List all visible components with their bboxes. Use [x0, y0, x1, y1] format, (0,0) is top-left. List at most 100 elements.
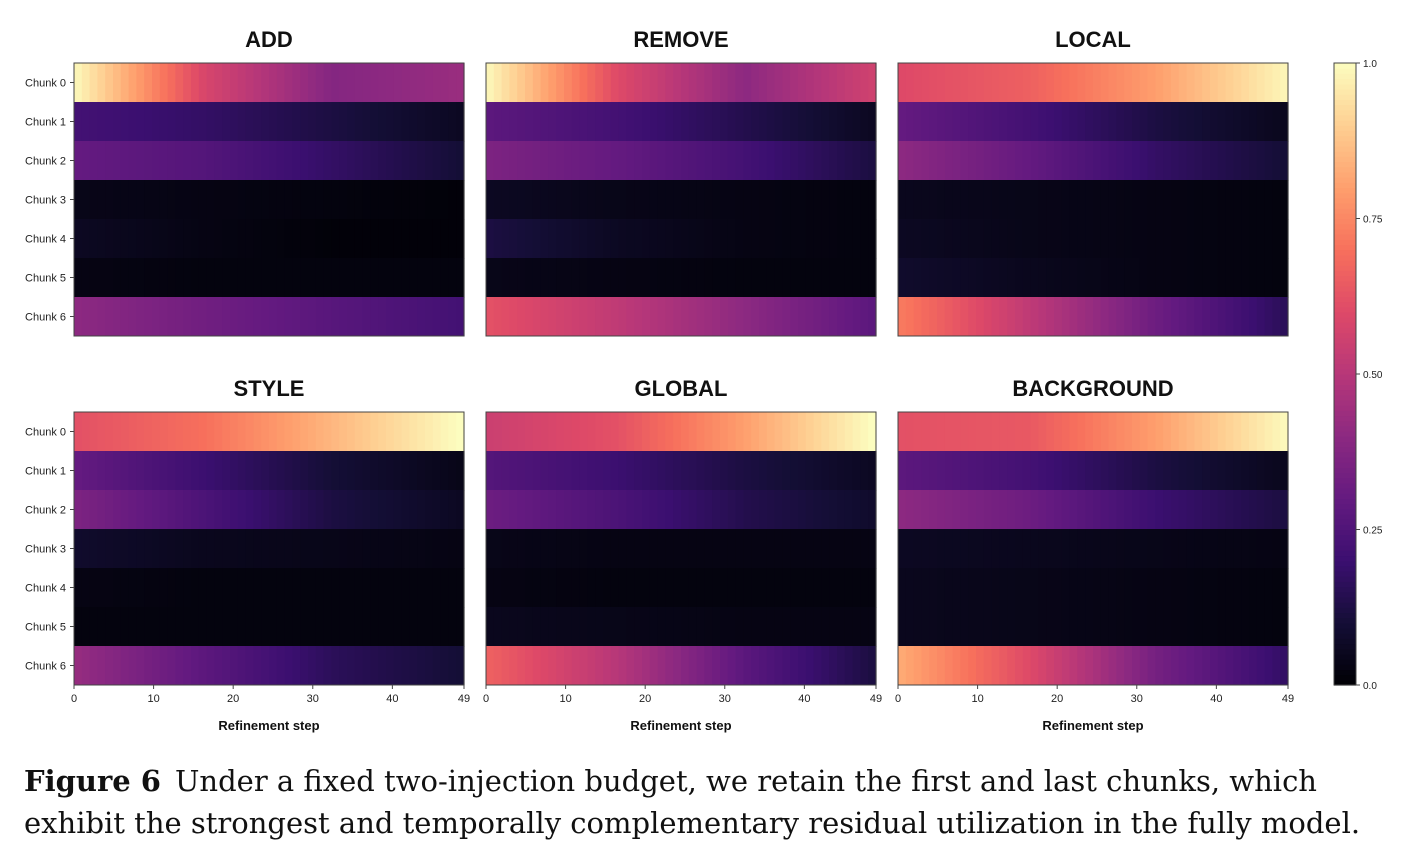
heatmap-cell — [1210, 63, 1219, 103]
heatmap-cell — [440, 607, 449, 647]
heatmap-cell — [735, 102, 744, 142]
heatmap-cell — [292, 607, 301, 647]
heatmap-cell — [120, 568, 130, 608]
heatmap-cell — [230, 607, 239, 647]
heatmap-cell — [1155, 412, 1164, 452]
heatmap-cell — [323, 607, 332, 647]
heatmap-cell — [790, 490, 799, 530]
heatmap-cell — [937, 451, 946, 491]
colorbar-segment — [1334, 431, 1356, 437]
heatmap-cell — [1163, 529, 1172, 569]
heatmap-cell — [1256, 63, 1266, 103]
heatmap-cell — [362, 490, 371, 530]
heatmap-cell — [913, 63, 922, 103]
heatmap-cell — [183, 451, 192, 491]
heatmap-cell — [1194, 529, 1203, 569]
heatmap-cell — [1155, 141, 1164, 181]
heatmap-cell — [603, 141, 612, 181]
heatmap-cell — [517, 258, 526, 298]
heatmap-cell — [1194, 490, 1203, 530]
heatmap-cell — [626, 568, 635, 608]
heatmap-cell — [1194, 646, 1203, 686]
heatmap-cell — [501, 297, 510, 337]
heatmap-cell — [175, 219, 184, 259]
heatmap-cell — [868, 529, 877, 569]
colorbar-segment — [1334, 384, 1356, 391]
heatmap-cell — [1272, 180, 1281, 220]
heatmap-cell — [743, 529, 752, 569]
heatmap-cell — [308, 180, 317, 220]
heatmap-cell — [393, 646, 403, 686]
heatmap-cell — [432, 568, 442, 608]
heatmap-cell — [230, 490, 239, 530]
heatmap-cell — [1147, 451, 1156, 491]
heatmap-cell — [618, 297, 627, 337]
heatmap-cell — [642, 180, 651, 220]
heatmap-cell — [432, 646, 442, 686]
heatmap-cell — [898, 451, 907, 491]
heatmap-cell — [120, 141, 130, 181]
heatmap-cell — [456, 102, 465, 142]
heatmap-cell — [152, 258, 161, 298]
heatmap-cell — [837, 529, 846, 569]
heatmap-cell — [1030, 63, 1039, 103]
heatmap-cell — [331, 141, 340, 181]
x-tick-label: 30 — [1131, 693, 1143, 705]
heatmap-cell — [595, 529, 604, 569]
heatmap-cell — [1194, 607, 1203, 647]
heatmap-cell — [1108, 102, 1117, 142]
heatmap-cell — [634, 646, 643, 686]
heatmap-cell — [952, 141, 961, 181]
heatmap-cell — [323, 490, 332, 530]
heatmap-cell — [230, 180, 239, 220]
colorbar-segment — [1334, 560, 1356, 567]
colorbar-segment — [1334, 249, 1356, 256]
heatmap-cell — [409, 529, 418, 569]
heatmap-cell — [860, 63, 869, 103]
heatmap-cell — [354, 412, 364, 452]
heatmap-cell — [1186, 180, 1195, 220]
heatmap-cell — [587, 412, 596, 452]
heatmap-cell — [929, 451, 938, 491]
heatmap-cell — [1085, 180, 1094, 220]
heatmap-cell — [1147, 63, 1156, 103]
heatmap-cell — [688, 102, 698, 142]
heatmap-cell — [159, 646, 169, 686]
heatmap-cell — [1155, 63, 1164, 103]
heatmap-cell — [944, 219, 954, 259]
heatmap-cell — [386, 297, 395, 337]
heatmap-cell — [564, 102, 573, 142]
heatmap-cell — [905, 297, 915, 337]
heatmap-cell — [1171, 141, 1180, 181]
heatmap-cell — [105, 646, 114, 686]
heatmap-cell — [696, 451, 705, 491]
heatmap-cell — [657, 607, 666, 647]
heatmap-cell — [626, 529, 635, 569]
heatmap-cell — [587, 141, 596, 181]
heatmap-cell — [152, 490, 161, 530]
colorbar-segment — [1334, 316, 1356, 323]
heatmap-cell — [1116, 63, 1125, 103]
heatmap-cell — [440, 63, 449, 103]
heatmap-cell — [540, 180, 549, 220]
heatmap-cell — [81, 490, 91, 530]
heatmap-cell — [727, 258, 737, 298]
heatmap-cell — [222, 219, 231, 259]
heatmap-cell — [222, 568, 231, 608]
heatmap-cell — [774, 180, 783, 220]
heatmap-cell — [1022, 141, 1032, 181]
heatmap-cell — [339, 412, 348, 452]
heatmap-cell — [120, 646, 130, 686]
heatmap-cell — [898, 219, 907, 259]
heatmap-cell — [362, 297, 371, 337]
heatmap-cell — [417, 490, 426, 530]
heatmap-cell — [144, 141, 153, 181]
heatmap-cell — [1186, 490, 1195, 530]
heatmap-cell — [159, 529, 169, 569]
heatmap-cell — [113, 258, 122, 298]
heatmap-cell — [97, 646, 106, 686]
heatmap-cell — [929, 258, 938, 298]
heatmap-cell — [657, 258, 666, 298]
heatmap-cell — [587, 451, 596, 491]
heatmap-cell — [269, 141, 278, 181]
